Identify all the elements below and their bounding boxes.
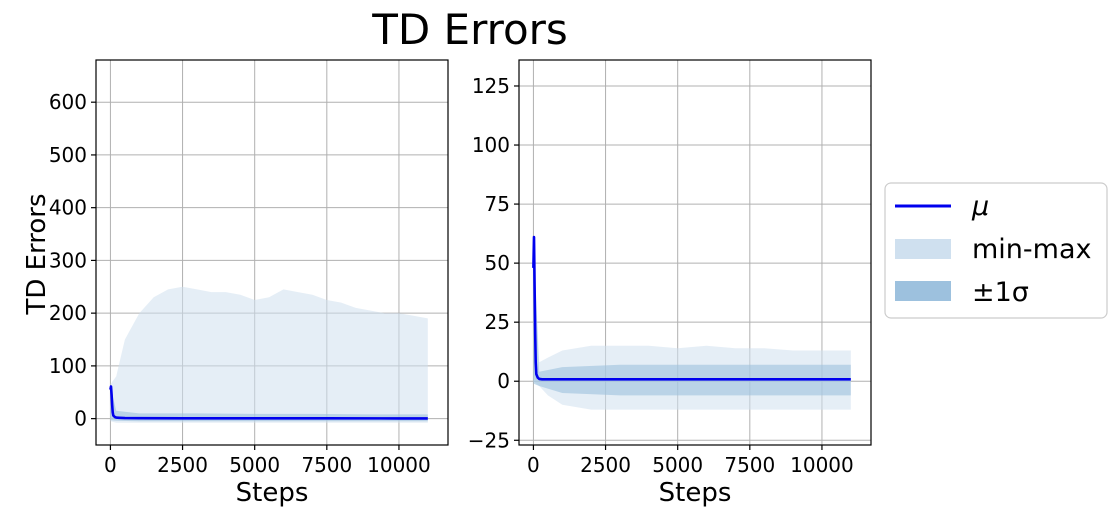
mean-line	[532, 235, 851, 381]
x-tick-label: 0	[104, 453, 117, 477]
y-tick-label: 50	[485, 251, 510, 275]
x-tick-label: 7500	[301, 453, 352, 477]
figure-title: TD Errors	[371, 5, 568, 54]
y-tick-label: −25	[468, 428, 510, 452]
x-tick-label: 2500	[580, 453, 631, 477]
y-tick-label: 200	[49, 301, 87, 325]
x-axis-label: Steps	[236, 478, 309, 508]
axes-frame	[95, 59, 449, 446]
legend-minmax-swatch	[895, 239, 951, 259]
legend-sigma-label: ±1σ	[972, 277, 1029, 308]
y-tick-label: 0	[74, 407, 87, 431]
x-tick-label: 0	[527, 453, 540, 477]
y-tick-label: 300	[49, 248, 87, 272]
x-tick-label: 2500	[157, 453, 208, 477]
legend-sigma-swatch	[895, 281, 951, 301]
legend: μ min-max ±1σ	[884, 182, 1108, 319]
x-axis-label: Steps	[659, 478, 732, 508]
x-tick-label: 10000	[790, 453, 854, 477]
y-tick-label: 0	[497, 369, 510, 393]
y-tick-label: 25	[485, 310, 510, 334]
y-tick-label: 400	[49, 196, 87, 220]
subplots: 0 2500 5000 7500 100000100200300400500600Ste…	[49, 59, 872, 508]
y-tick-label: 600	[49, 90, 87, 114]
x-tick-label: 5000	[229, 453, 280, 477]
y-tick-label: 125	[472, 74, 510, 98]
y-tick-label: 100	[472, 133, 510, 157]
subplot-1: 0 2500 5000 7500 10000 0 100 200 300 400 500 600 Ste…	[49, 59, 449, 508]
subplot-2: 0 2500 5000 7500 10000 −25 0 25 50 75 100 125 Steps	[468, 59, 872, 508]
x-tick-label: 10000	[367, 453, 431, 477]
legend-mu-label: μ	[971, 191, 989, 222]
y-tick-label: 500	[49, 143, 87, 167]
minmax-band	[110, 286, 428, 423]
y-tick-label: 100	[49, 354, 87, 378]
mean-line	[109, 385, 428, 420]
legend-minmax-label: min-max	[972, 234, 1092, 265]
y-tick-label: 75	[485, 192, 510, 216]
x-tick-label: 7500	[724, 453, 775, 477]
y-axis-label: TD Errors	[22, 193, 52, 315]
x-tick-label: 5000	[652, 453, 703, 477]
plot-area	[532, 235, 851, 410]
axes-frame	[518, 59, 872, 446]
plot-area	[109, 286, 428, 423]
